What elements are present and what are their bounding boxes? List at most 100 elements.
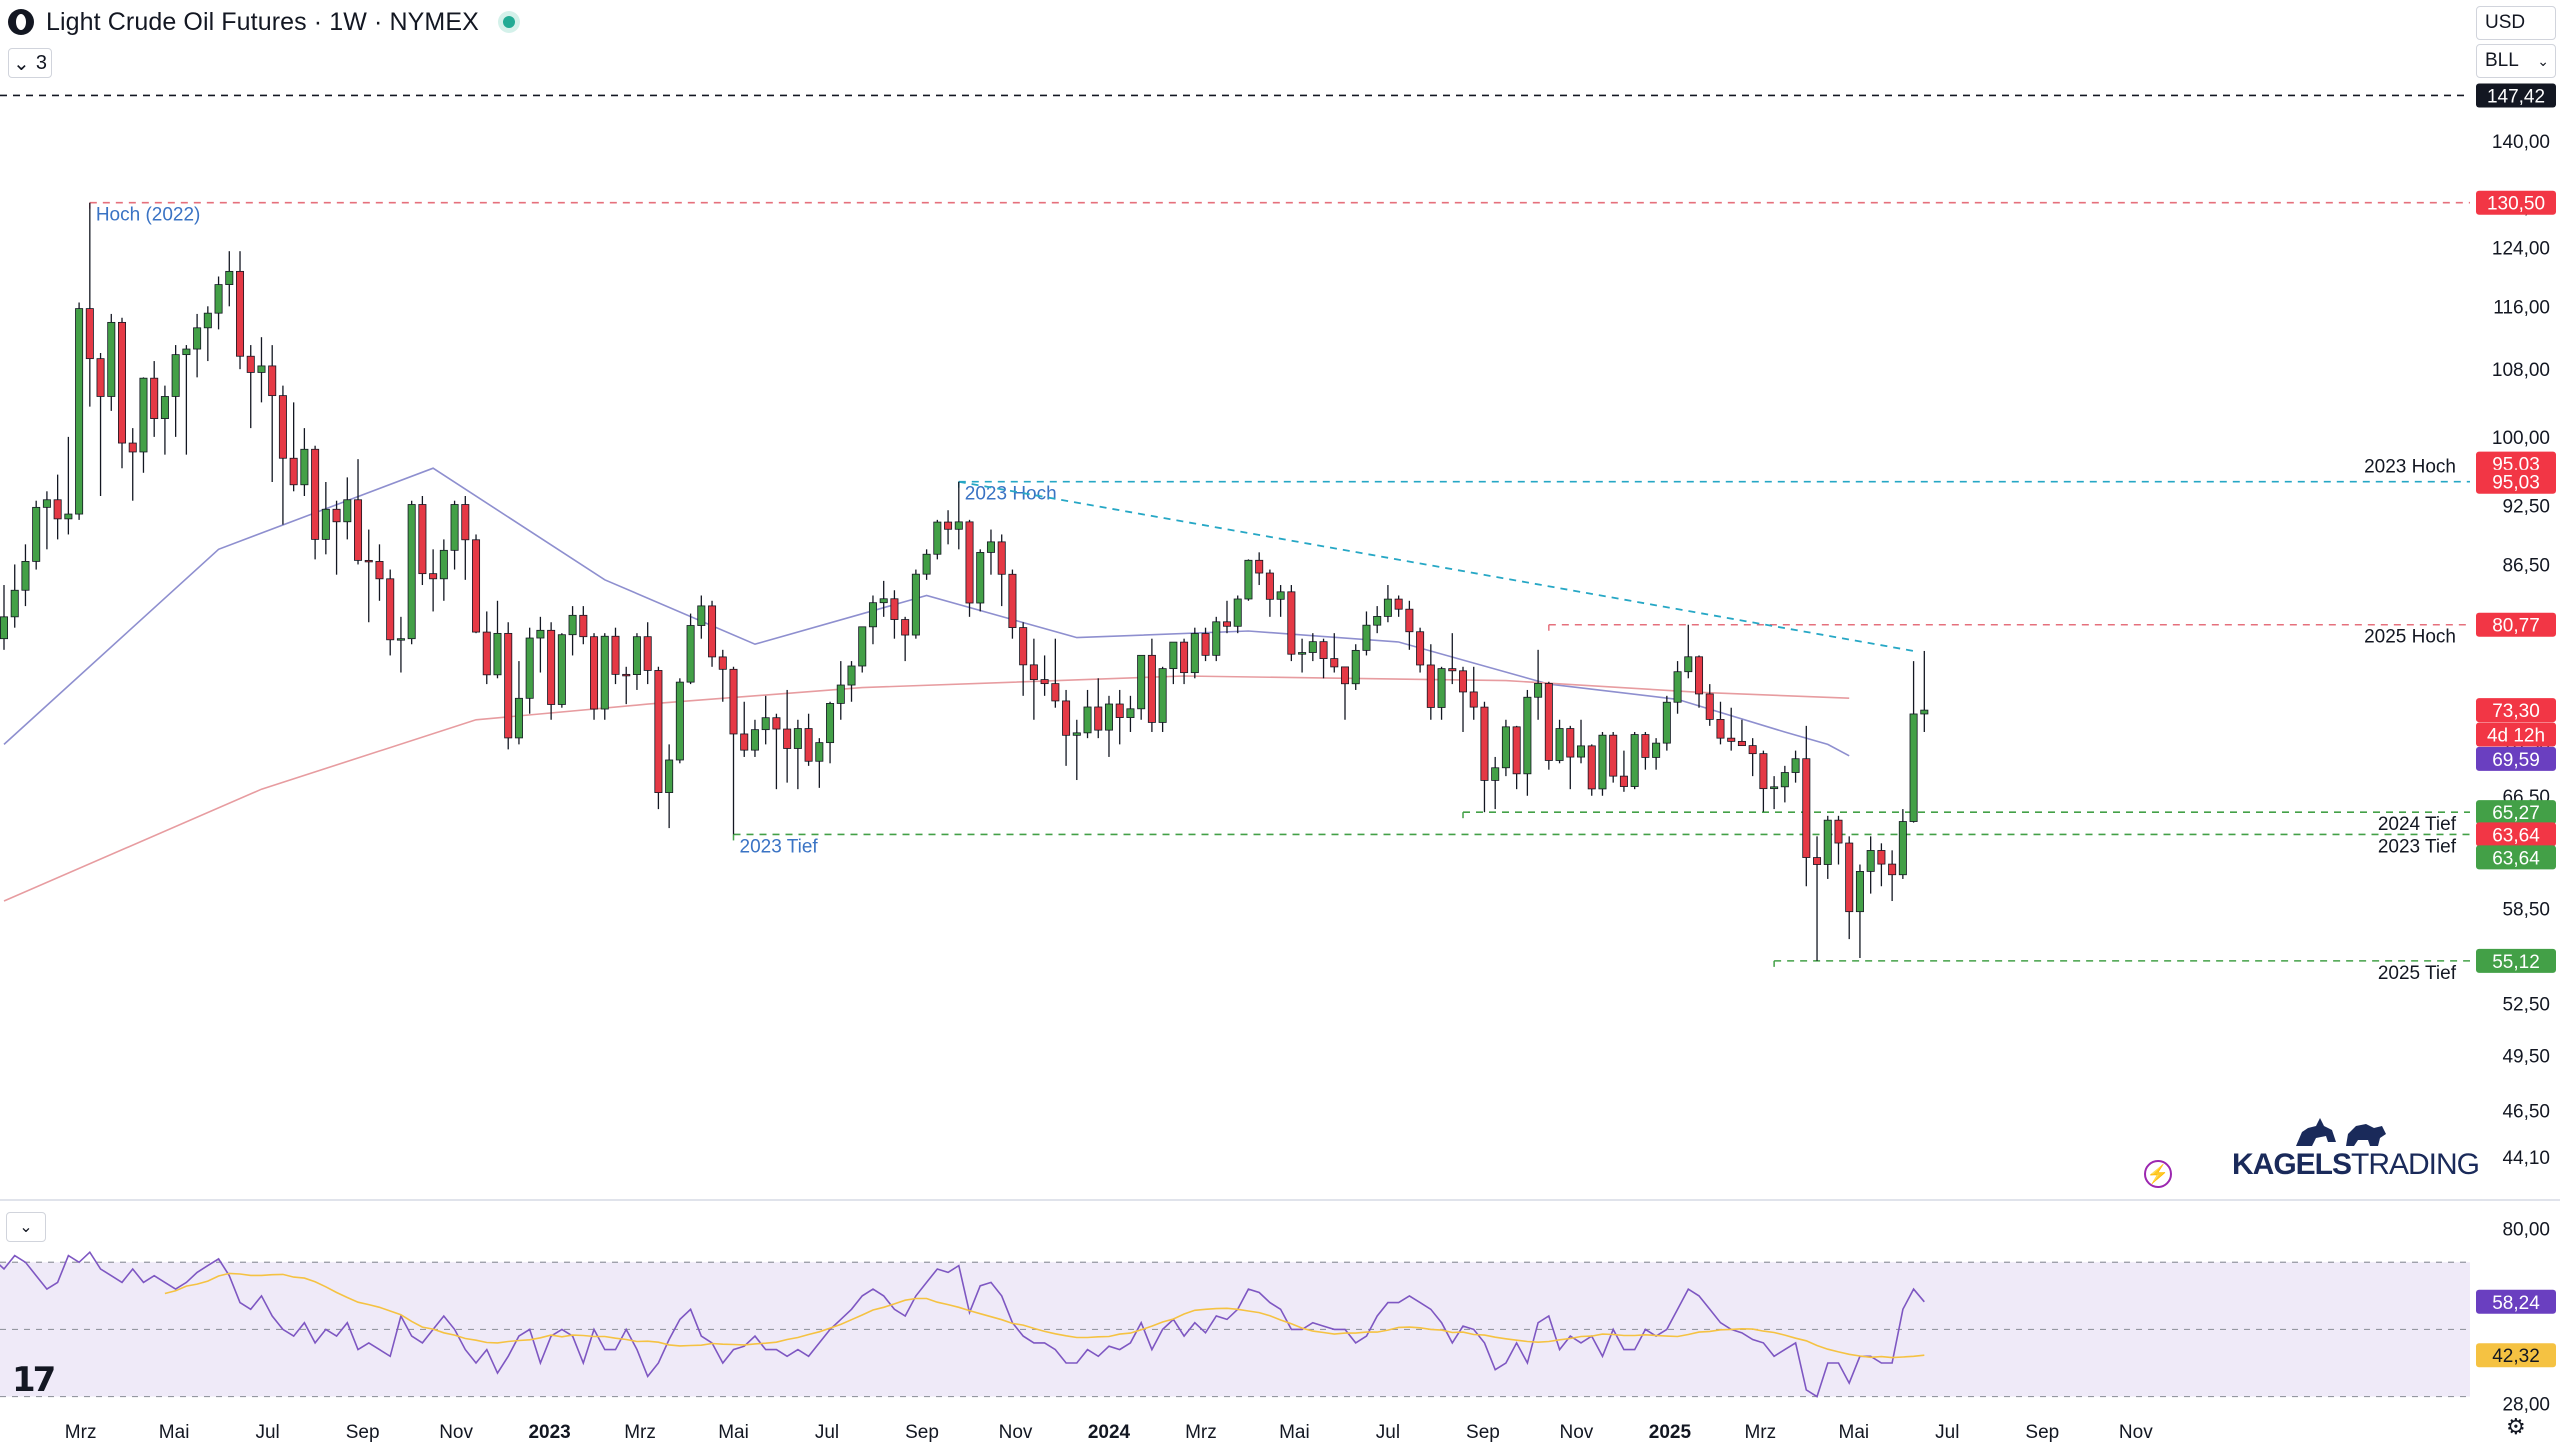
candle-body (1909, 713, 1918, 822)
candle-body (1104, 703, 1113, 731)
candle-body (203, 312, 212, 329)
currency-button[interactable]: USD (2476, 6, 2556, 40)
candle-body (42, 499, 51, 508)
legend-toggle-button[interactable]: ⌄ 3 (8, 48, 52, 78)
candle-body (1222, 621, 1231, 627)
candle-body (139, 377, 148, 453)
unit-button[interactable]: BLL ⌄ (2476, 44, 2556, 78)
chart-header: Light Crude Oil Futures · 1W · NYMEX (0, 0, 515, 44)
candle-body (815, 742, 824, 762)
candle-body (1737, 740, 1746, 747)
level-label-right: 2025 Hoch (2364, 627, 2456, 648)
price-label-bg (2476, 698, 2556, 723)
symbol-title[interactable]: Light Crude Oil Futures · 1W · NYMEX (46, 7, 479, 36)
candle-body (718, 656, 727, 670)
rsi-value-label: 42,32 (2492, 1346, 2540, 1367)
candle-body (1094, 706, 1103, 731)
tradingview-logo-icon[interactable]: 17 (12, 1360, 56, 1400)
time-axis-label: Jul (815, 1422, 839, 1443)
candle-body (1898, 821, 1907, 876)
time-axis-label: Sep (1466, 1422, 1500, 1443)
candle-body (321, 508, 330, 540)
price-label: 130,50 (2487, 194, 2545, 215)
currency-label: USD (2485, 12, 2526, 33)
candle-body (1662, 701, 1671, 744)
candle-body (1244, 559, 1253, 600)
candle-body (1491, 767, 1500, 781)
candle-body (0, 616, 8, 640)
candle-body (300, 448, 309, 486)
candle-body (1544, 682, 1553, 761)
candle-body (729, 668, 738, 735)
candle-body (75, 308, 84, 515)
candle-body (686, 625, 695, 683)
candle-body (118, 321, 127, 444)
level-label-left: 2023 Hoch (965, 484, 1057, 505)
price-tick-label: 46,50 (2502, 1101, 2550, 1122)
candle-body (901, 619, 910, 636)
settings-gear-icon[interactable]: ⚙ (2506, 1414, 2526, 1439)
candle-body (965, 521, 974, 604)
time-axis-label: Sep (905, 1422, 939, 1443)
market-status-icon[interactable] (502, 16, 515, 28)
candle-body (1534, 682, 1543, 698)
candle-body (1619, 775, 1628, 787)
candle-body (225, 270, 234, 285)
candle-body (804, 728, 813, 762)
chevron-down-icon: ⌄ (2537, 52, 2549, 69)
candle-body (1255, 559, 1264, 574)
candle-body (236, 270, 245, 357)
time-axis-label: Nov (439, 1422, 473, 1443)
candle-body (1169, 641, 1178, 670)
time-axis-label: Sep (2025, 1422, 2059, 1443)
price-label: 55,12 (2492, 952, 2540, 973)
candle-body (53, 499, 62, 520)
candle-body (1877, 850, 1886, 865)
candle-body (1630, 734, 1639, 787)
candle-body (868, 602, 877, 628)
candle-body (1051, 683, 1060, 702)
candle-body (64, 513, 73, 520)
candle-body (536, 629, 545, 639)
time-axis-label: Mai (1279, 1422, 1310, 1443)
candle-body (1748, 745, 1757, 755)
price-label: 4d 12h (2487, 725, 2545, 746)
candle-body (1641, 734, 1650, 758)
candle-body (246, 355, 255, 373)
candle-body (922, 553, 931, 575)
price-tick-label: 86,50 (2502, 555, 2550, 576)
candle-body (1523, 696, 1532, 775)
time-axis-label: Mrz (65, 1422, 97, 1443)
price-label: 63,64 (2492, 848, 2540, 869)
candle-body (1062, 700, 1071, 736)
candle-body (1802, 758, 1811, 858)
candle-body (1459, 670, 1468, 693)
rsi-collapse-button[interactable]: ⌄ (6, 1212, 46, 1242)
price-tick-label: 52,50 (2502, 995, 2550, 1016)
candle-body (675, 681, 684, 761)
candle-body (1298, 652, 1307, 655)
time-axis-label: Nov (2119, 1422, 2153, 1443)
price-label-bg (2476, 746, 2556, 771)
candle-body (761, 717, 770, 731)
price-label-bg (2476, 822, 2556, 847)
candle-body (1512, 726, 1521, 775)
candle-body (214, 284, 223, 314)
alert-bolt-icon[interactable]: ⚡ (2144, 1160, 2172, 1188)
candle-body (429, 573, 438, 580)
candle-body (1019, 627, 1028, 666)
legend-count: 3 (35, 51, 47, 74)
candle-body (1383, 598, 1392, 617)
candle-body (1040, 679, 1049, 685)
candle-body (1834, 819, 1843, 844)
candle-body (128, 442, 137, 453)
candle-body (1759, 753, 1768, 790)
candle-body (1566, 728, 1575, 758)
candle-body (354, 499, 363, 561)
candle-body (10, 589, 19, 618)
candle-body (1598, 734, 1607, 790)
price-label-bg (2476, 722, 2556, 747)
candle-body (1555, 728, 1564, 761)
candle-body (590, 636, 599, 710)
